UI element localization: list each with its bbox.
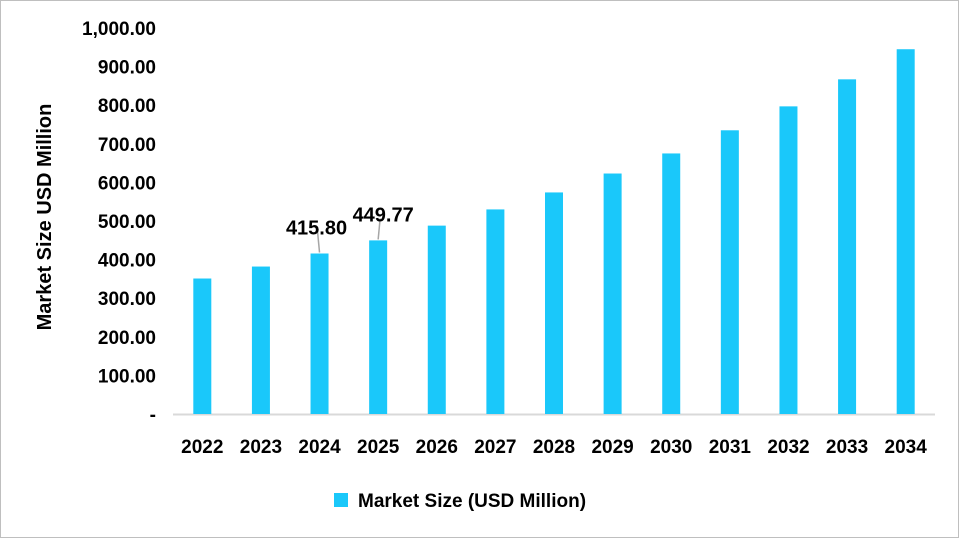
bar-2030	[662, 153, 681, 414]
y-tick-label: 100.00	[98, 366, 156, 387]
y-tick-label: -	[150, 405, 156, 426]
data-label-leader	[316, 231, 321, 253]
y-tick-label: 200.00	[98, 328, 156, 349]
x-tick-label: 2030	[650, 437, 692, 458]
x-tick-label: 2022	[181, 437, 223, 458]
legend-label: Market Size (USD Million)	[358, 491, 586, 512]
x-tick-label: 2023	[240, 437, 282, 458]
bar-2026	[427, 225, 446, 414]
y-tick-label: 500.00	[98, 212, 156, 233]
y-tick-label: 900.00	[98, 58, 156, 79]
x-tick-label: 2031	[709, 437, 752, 458]
legend: Market Size (USD Million)	[334, 491, 586, 512]
bar-2025	[369, 240, 388, 414]
x-tick-label: 2027	[474, 437, 516, 458]
x-tick-label: 2033	[826, 437, 868, 458]
data-label-leader	[377, 218, 381, 240]
bar-2024	[310, 253, 329, 414]
x-tick-label: 2028	[533, 437, 575, 458]
y-tick-label: 800.00	[98, 96, 156, 117]
data-label: 449.77	[353, 204, 414, 226]
bar-2032	[779, 106, 798, 414]
bar-2029	[603, 173, 622, 414]
y-tick-label: 700.00	[98, 135, 156, 156]
x-tick-label: 2024	[298, 437, 341, 458]
x-tick-label: 2026	[416, 437, 458, 458]
bar-2028	[545, 192, 563, 414]
x-tick-label: 2032	[767, 437, 809, 458]
legend-swatch	[334, 493, 348, 507]
x-tick-label: 2025	[357, 437, 400, 458]
x-tick-label: 2029	[591, 437, 633, 458]
bar-2027	[486, 209, 505, 414]
y-axis-label: Market Size USD Million	[34, 104, 56, 331]
y-tick-label: 1,000.00	[82, 19, 156, 40]
data-label: 415.80	[286, 218, 347, 240]
bar-2034	[896, 49, 915, 414]
y-tick-label: 300.00	[98, 289, 156, 310]
y-tick-label: 600.00	[98, 173, 156, 194]
x-tick-label: 2034	[885, 437, 928, 458]
bar-2022	[193, 278, 212, 414]
bar-2023	[251, 266, 270, 414]
y-tick-label: 400.00	[98, 251, 156, 272]
bar-2033	[838, 79, 857, 414]
bar-2031	[720, 130, 739, 415]
